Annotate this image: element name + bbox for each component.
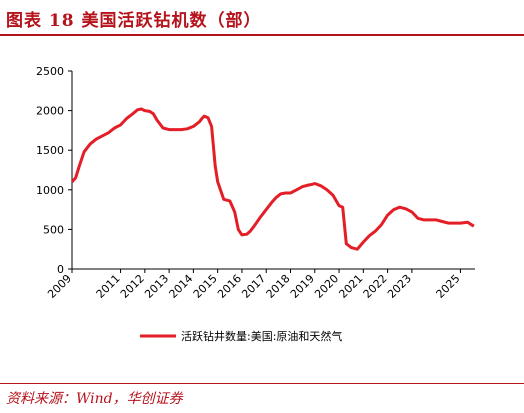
x-tick-label: 2017	[239, 272, 268, 301]
x-tick-label: 2022	[361, 272, 390, 301]
source-note: 资料来源：Wind，华创证券	[6, 391, 183, 407]
x-tick-label: 2013	[142, 272, 171, 301]
x-tick-label: 2020	[312, 272, 341, 301]
x-tick-label: 2011	[94, 272, 123, 301]
x-tick-label: 2019	[288, 272, 317, 301]
title-rule	[0, 34, 524, 36]
title-bar: 图表 18 美国活跃钻机数（部）	[0, 0, 524, 36]
figure-title: 图表 18 美国活跃钻机数（部）	[6, 11, 262, 31]
x-tick-label: 2012	[118, 272, 147, 301]
x-tick-label: 2014	[167, 272, 196, 301]
y-tick-label: 2000	[36, 105, 64, 118]
y-tick-label: 1000	[36, 184, 64, 197]
x-tick-label: 2025	[434, 272, 463, 301]
y-tick-label: 500	[43, 223, 64, 236]
y-tick-label: 2500	[36, 65, 64, 78]
legend: 活跃钻井数量:美国:原油和天然气	[140, 329, 342, 343]
x-axis-ticks: 2009 201120122013201420152016201720182019…	[45, 269, 463, 301]
x-tick-label: 2016	[215, 272, 244, 301]
axes	[71, 71, 475, 270]
x-tick-label: 2009	[45, 272, 74, 301]
y-tick-label: 0	[57, 263, 64, 276]
x-tick-label: 2015	[191, 272, 220, 301]
x-tick-label: 2018	[264, 272, 293, 301]
source-rule	[0, 383, 524, 384]
x-tick-label: 2023	[385, 272, 414, 301]
y-tick-label: 1500	[36, 144, 64, 157]
y-axis-ticks: 0 500 1000 1500 2000 2500	[36, 65, 72, 276]
x-tick-label: 2021	[336, 272, 365, 301]
series-line	[70, 107, 475, 251]
legend-label: 活跃钻井数量:美国:原油和天然气	[181, 329, 342, 343]
